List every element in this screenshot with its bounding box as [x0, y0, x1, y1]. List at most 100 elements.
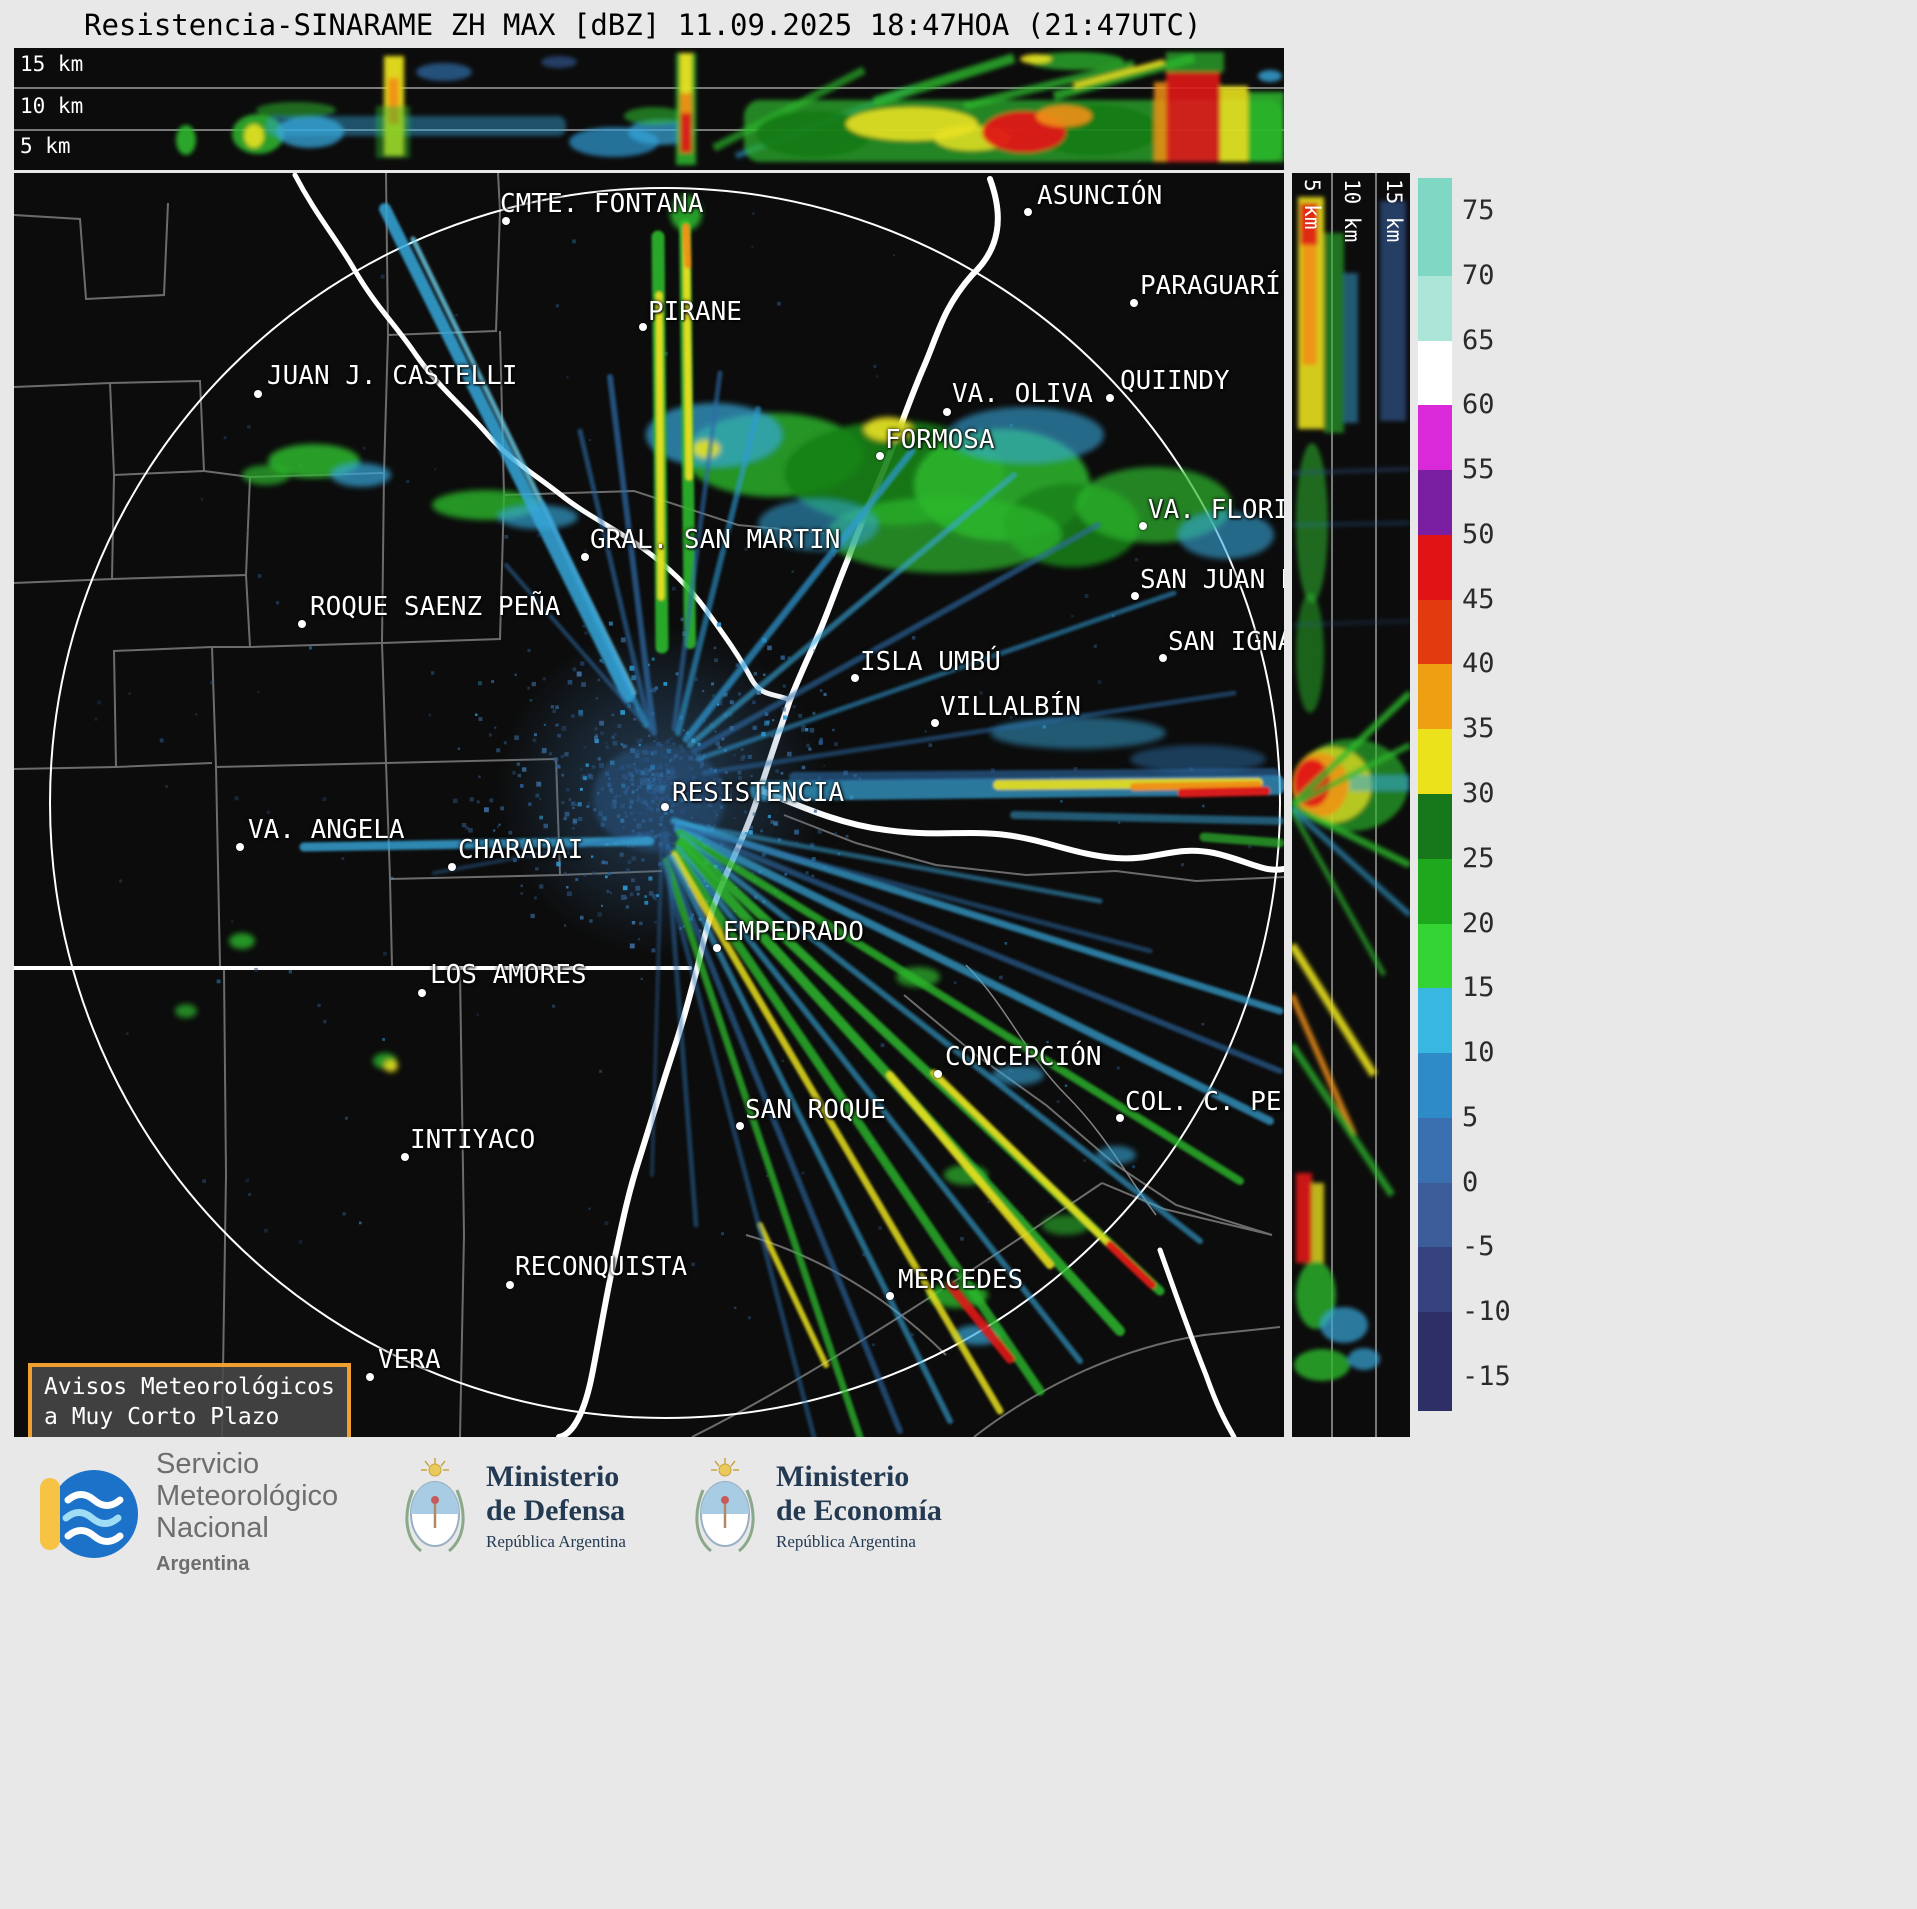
colorbar-segment: [1418, 1117, 1452, 1184]
city-dot: [934, 1070, 942, 1078]
colorbar-label: 45: [1462, 583, 1495, 615]
top-echoes-layer: [176, 52, 1284, 165]
city-labels-layer: CMTE. FONTANA ASUNCIÓN PARAGUARÍ PIRANE JUAN…: [14, 173, 1284, 1437]
colorbar-segment: [1418, 275, 1452, 342]
city-dot: [1106, 394, 1114, 402]
colorbar-segment: [1418, 405, 1452, 471]
altitude-label: 10 km: [20, 94, 84, 118]
city-label: COL. C. PELLEGRINI: [1125, 1087, 1284, 1117]
ministry-economia-text: Ministerio de Economía República Argenti…: [776, 1460, 942, 1552]
colorbar-label: 65: [1462, 324, 1495, 356]
defensa-line-2: de Defensa: [486, 1494, 626, 1527]
colorbar-segment: [1418, 1053, 1452, 1119]
colorbar-segment: [1418, 729, 1452, 795]
map-graphics: [14, 173, 1284, 1437]
colorbar-label: 40: [1462, 648, 1495, 680]
colorbar-label: 75: [1462, 195, 1495, 226]
colorbar-label: 0: [1462, 1166, 1479, 1198]
colorbar-segment: [1418, 178, 1452, 277]
city-label: ISLA UMBÚ: [860, 647, 1001, 677]
colorbar-segment: [1418, 340, 1452, 407]
right-echoes-layer: [1292, 197, 1410, 1381]
colorbar-label: 30: [1462, 778, 1495, 809]
city-label: ROQUE SAENZ PEÑA: [310, 592, 561, 622]
city-label: LOS AMORES: [430, 960, 587, 990]
smn-line-1: Servicio: [156, 1448, 260, 1480]
colorbar-label: 15: [1462, 972, 1495, 1004]
range-ring: [49, 187, 1281, 1419]
colorbar-label: 20: [1462, 907, 1495, 939]
city-label: QUIINDY: [1120, 366, 1230, 396]
colorbar-segment: [1418, 988, 1452, 1054]
colorbar-labels: 75 70 65 60 55 50 45 40 35 30 25 20 15 10 5 0 -5 -10 -15: [1462, 178, 1552, 1410]
city-dot: [876, 452, 884, 460]
ministry-economia-brand: Ministerio de Economía República Argenti…: [690, 1458, 942, 1554]
city-label: FORMOSA: [885, 425, 995, 455]
city-dot: [236, 843, 244, 851]
coat-of-arms-icon: [695, 1458, 755, 1553]
warning-box[interactable]: Avisos Meteorológicos a Muy Corto Plazo: [28, 1363, 351, 1437]
city-label: MERCEDES: [898, 1265, 1024, 1295]
city-label: VERA: [378, 1345, 441, 1375]
colorbar-segment: [1418, 664, 1452, 730]
colorbar-label: -5: [1462, 1231, 1495, 1263]
city-dot: [254, 390, 262, 398]
city-label: CONCEPCIÓN: [945, 1042, 1102, 1072]
city-label: SAN JUAN BTA.: [1140, 565, 1284, 595]
city-dot: [401, 1153, 409, 1161]
echo-spokes-layer: [299, 203, 1284, 1437]
city-label: PIRANE: [648, 297, 742, 327]
city-label: EMPEDRADO: [723, 917, 864, 947]
colorbar-segment: [1418, 470, 1452, 536]
warning-line-2: a Muy Corto Plazo: [44, 1403, 280, 1430]
colorbar-segment: [1418, 923, 1452, 990]
economia-line-3: República Argentina: [776, 1532, 916, 1551]
city-dot: [851, 674, 859, 682]
city-label: CMTE. FONTANA: [500, 189, 704, 219]
city-label: GRAL. SAN MARTIN: [590, 525, 841, 555]
altitude-label: 5 km: [1300, 179, 1324, 230]
city-dot: [1116, 1114, 1124, 1122]
page-title: Resistencia-SINARAME ZH MAX [dBZ] 11.09.…: [84, 8, 1202, 42]
city-dot: [1139, 522, 1147, 530]
colorbar-segment: [1418, 599, 1452, 666]
colorbar-segment: [1418, 1247, 1452, 1313]
economia-line-2: de Economía: [776, 1494, 942, 1527]
echo-blobs-layer: [175, 195, 1274, 1345]
colorbar-label: 50: [1462, 518, 1495, 550]
city-dot: [943, 408, 951, 416]
city-dot: [418, 989, 426, 997]
city-dot: [886, 1292, 894, 1300]
defensa-line-1: Ministerio: [486, 1460, 620, 1493]
city-label: VA. OLIVA: [952, 379, 1093, 409]
city-dot: [1131, 592, 1139, 600]
city-dot: [713, 944, 721, 952]
smn-line-4: Argentina: [156, 1553, 250, 1575]
colorbar-label: 60: [1462, 389, 1495, 421]
city-dot: [502, 217, 510, 225]
colorbar-label: -10: [1462, 1296, 1511, 1328]
smn-logo-icon: [40, 1470, 138, 1558]
city-dot: [448, 863, 456, 871]
colorbar: [1418, 178, 1452, 1411]
city-label: INTIYACO: [410, 1125, 536, 1155]
city-label: RESISTENCIA: [672, 778, 845, 808]
right-cross-section-graphics: [1292, 173, 1410, 1437]
altitude-label: 5 km: [20, 134, 71, 158]
colorbar-label: 25: [1462, 842, 1495, 874]
defensa-line-3: República Argentina: [486, 1532, 626, 1551]
city-dot: [736, 1122, 744, 1130]
smn-line-3: Nacional: [156, 1512, 269, 1544]
colorbar-segment: [1418, 534, 1452, 601]
right-cross-section-panel: 5 km 10 km 15 km: [1292, 173, 1410, 1437]
city-dot: [506, 1281, 514, 1289]
city-dot: [298, 620, 306, 628]
colorbar-label: 55: [1462, 454, 1495, 486]
city-dot: [1130, 299, 1138, 307]
city-dot: [366, 1373, 374, 1381]
coat-of-arms-icon: [405, 1458, 465, 1553]
city-label: SAN IGNACIO: [1168, 627, 1284, 657]
city-label: VA. ANGELA: [248, 815, 405, 845]
altitude-label: 15 km: [20, 52, 84, 76]
